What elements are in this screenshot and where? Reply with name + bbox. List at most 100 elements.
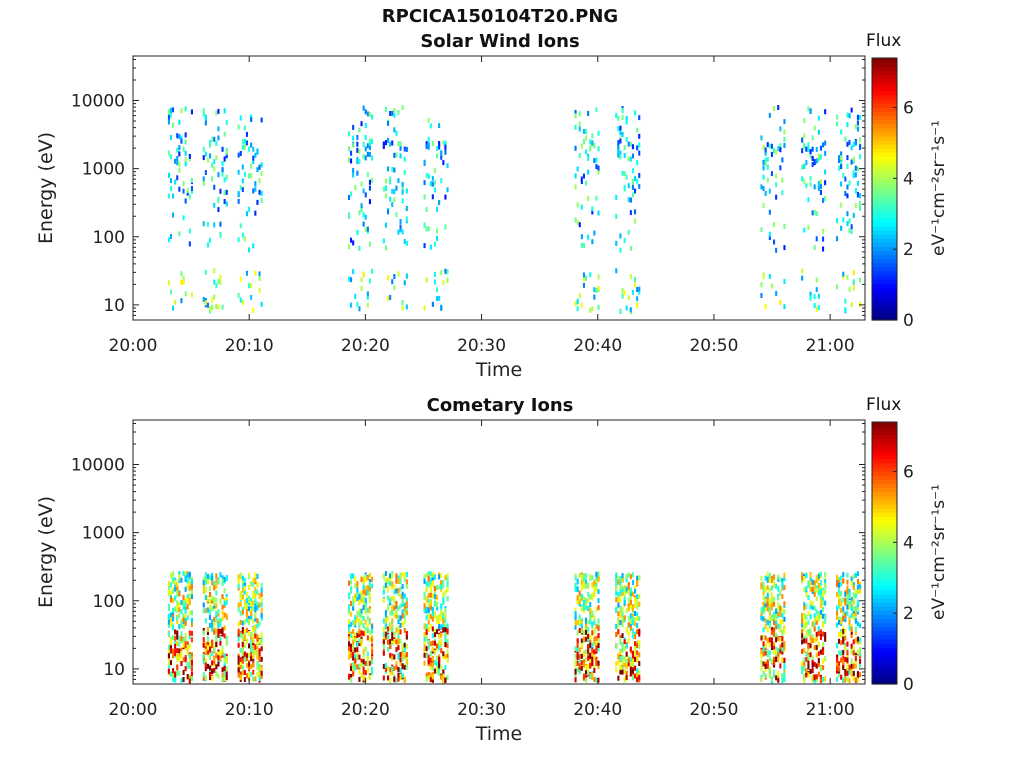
- flux-cell: [399, 586, 402, 592]
- flux-cell: [237, 667, 240, 673]
- flux-cell: [815, 236, 818, 242]
- flux-cell: [846, 664, 849, 670]
- flux-cell: [182, 181, 185, 187]
- flux-cell: [440, 624, 443, 630]
- flux-cell: [619, 150, 622, 156]
- colorbar-segment: [872, 90, 897, 96]
- flux-cell: [172, 597, 175, 603]
- flux-cell: [819, 593, 822, 599]
- flux-cell: [395, 601, 398, 607]
- flux-cell: [764, 663, 767, 669]
- flux-cell: [178, 186, 181, 192]
- flux-cell: [225, 153, 228, 159]
- flux-cell: [617, 623, 620, 629]
- flux-cell: [401, 229, 404, 235]
- flux-cell: [423, 243, 426, 249]
- flux-cell: [801, 176, 804, 182]
- flux-cell: [354, 593, 357, 599]
- flux-cell: [431, 181, 434, 187]
- flux-cell: [245, 604, 248, 609]
- flux-cell: [348, 580, 351, 586]
- flux-cell: [427, 607, 430, 613]
- flux-cell: [438, 660, 441, 666]
- flux-cell: [764, 575, 767, 581]
- flux-cell: [366, 590, 369, 596]
- flux-cell: [362, 221, 365, 227]
- colorbar-segment: [872, 638, 897, 644]
- flux-cell: [593, 580, 596, 586]
- flux-cell: [836, 642, 839, 648]
- flux-cell: [619, 576, 622, 582]
- colorbar-segment: [872, 131, 897, 137]
- flux-cell: [245, 653, 248, 659]
- flux-cell: [578, 590, 581, 596]
- flux-cell: [190, 610, 193, 616]
- flux-cell: [391, 630, 394, 636]
- flux-cell: [403, 647, 406, 653]
- flux-cell: [172, 305, 175, 311]
- flux-cell: [371, 655, 374, 661]
- flux-cell: [589, 673, 592, 679]
- flux-cell: [631, 668, 634, 674]
- flux-cell: [174, 635, 177, 641]
- flux-cell: [803, 638, 806, 644]
- flux-cell: [223, 131, 226, 137]
- flux-cell: [438, 634, 441, 640]
- flux-cell: [221, 594, 224, 600]
- flux-cell: [815, 574, 818, 580]
- flux-cell: [770, 645, 773, 651]
- flux-cell: [807, 628, 810, 634]
- colorbar-segment: [872, 454, 897, 460]
- flux-cell: [358, 597, 361, 603]
- flux-cell: [597, 576, 600, 582]
- flux-cell: [854, 663, 857, 669]
- flux-cell: [822, 622, 825, 628]
- flux-cell: [634, 110, 637, 116]
- flux-cell: [176, 600, 179, 606]
- flux-cell: [391, 279, 394, 285]
- flux-cell: [634, 588, 637, 594]
- flux-cell: [578, 599, 581, 605]
- flux-cell: [178, 636, 181, 641]
- flux-cell: [221, 161, 224, 167]
- flux-cell: [397, 672, 400, 678]
- colorbar-segment: [872, 270, 897, 276]
- flux-cell: [352, 651, 355, 657]
- flux-cell: [184, 132, 187, 138]
- flux-cell: [258, 657, 261, 663]
- colorbar-segment: [872, 311, 897, 317]
- flux-cell: [764, 587, 767, 593]
- flux-cell: [442, 598, 445, 604]
- flux-cell: [593, 586, 596, 592]
- flux-cell: [204, 645, 207, 651]
- colorbar-segment: [872, 663, 897, 669]
- flux-cell: [582, 662, 585, 668]
- flux-cell: [188, 664, 191, 670]
- flux-cell: [854, 605, 857, 611]
- flux-cell: [211, 675, 214, 681]
- flux-cell: [783, 584, 786, 590]
- flux-cell: [405, 579, 408, 585]
- flux-cell: [595, 107, 598, 113]
- flux-cell: [209, 672, 212, 678]
- flux-cell: [842, 639, 845, 645]
- y-axis-label: Energy (eV): [35, 496, 57, 608]
- flux-cell: [368, 145, 371, 151]
- flux-cell: [442, 622, 445, 628]
- flux-cell: [813, 159, 816, 164]
- flux-cell: [190, 660, 193, 666]
- colorbar-segment: [872, 119, 897, 125]
- flux-cell: [631, 650, 634, 656]
- flux-cell: [850, 159, 853, 165]
- colorbar-segment: [872, 442, 897, 448]
- flux-cell: [838, 603, 841, 609]
- flux-cell: [582, 605, 585, 611]
- flux-cell: [401, 189, 404, 195]
- flux-cell: [213, 667, 216, 673]
- flux-cell: [621, 590, 624, 596]
- flux-cell: [202, 675, 205, 681]
- flux-cell: [427, 593, 430, 598]
- flux-cell: [393, 274, 396, 279]
- flux-cell: [389, 141, 392, 147]
